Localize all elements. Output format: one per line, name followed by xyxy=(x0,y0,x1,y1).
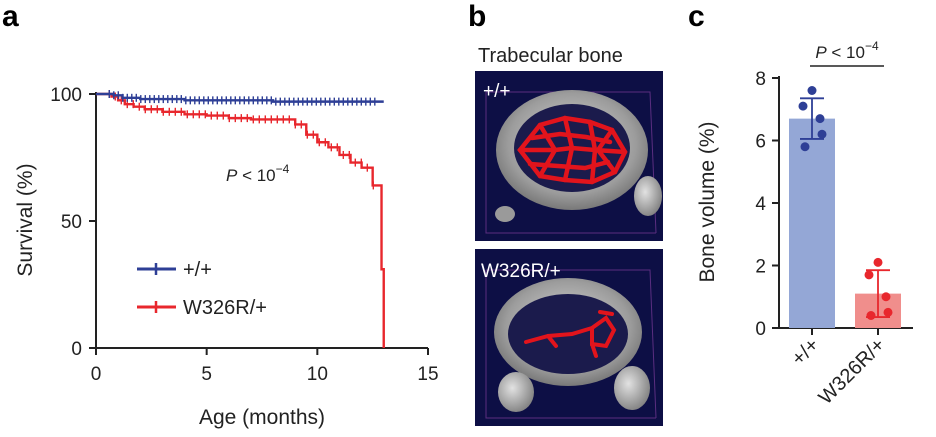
bone-volume-p-value: P < 10−4 xyxy=(815,39,879,62)
y-tick-label: 6 xyxy=(755,132,766,153)
ct-image-mut: W326R/+ xyxy=(475,249,663,426)
legend-item-wt: +/+ xyxy=(137,259,212,281)
fibula-wt xyxy=(634,176,662,216)
data-point xyxy=(866,311,876,320)
survival-x-label: Age (months) xyxy=(199,406,325,429)
data-point xyxy=(807,86,817,95)
y-tick-label: 2 xyxy=(755,257,766,278)
trabeculae-mut xyxy=(524,310,617,358)
y-tick-label: 50 xyxy=(61,212,82,233)
ct-label-wt: +/+ xyxy=(483,81,510,102)
panel-letter-b: b xyxy=(468,0,486,33)
data-point xyxy=(864,270,874,280)
data-point xyxy=(883,307,893,317)
y-tick-label: 0 xyxy=(71,339,82,360)
ct-image-wt: +/+ xyxy=(475,71,663,241)
legend-label-mut: W326R/+ xyxy=(183,297,267,319)
trabecular-title: Trabecular bone xyxy=(478,45,623,67)
category-label-mut: W326R/+ xyxy=(815,334,890,409)
data-point xyxy=(881,292,891,302)
y-tick-label: 100 xyxy=(50,85,82,106)
trabeculae-wt xyxy=(517,115,628,185)
panel-c: c 0 2 4 6 8 Bone volume (%) P < 10−4 +/+ W32… xyxy=(688,0,913,409)
data-point xyxy=(815,114,825,124)
bar-wt xyxy=(789,118,835,328)
panel-b: b Trabecular bone +/+ xyxy=(468,0,663,426)
data-point xyxy=(800,142,810,152)
bone-volume-y-label: Bone volume (%) xyxy=(696,121,719,282)
bone-volume-ticks: 0 2 4 6 8 xyxy=(755,69,779,340)
survival-ticks: 0 5 10 15 0 50 100 xyxy=(50,85,438,385)
y-tick-label: 4 xyxy=(755,194,766,215)
y-tick-label: 0 xyxy=(755,319,766,340)
survival-curves xyxy=(96,90,385,348)
x-tick-label: 5 xyxy=(201,364,212,385)
survival-legend: +/+ W326R/+ xyxy=(137,259,267,319)
x-tick-label: 15 xyxy=(417,364,438,385)
legend-item-mut: W326R/+ xyxy=(137,297,267,319)
ct-label-mut: W326R/+ xyxy=(481,261,561,282)
panel-letter-a: a xyxy=(2,0,19,33)
data-point xyxy=(798,101,808,111)
x-tick-label: 0 xyxy=(91,364,102,385)
survival-p-value: P < 10−4 xyxy=(226,162,290,185)
survival-y-label: Survival (%) xyxy=(14,163,37,276)
bone-volume-bars xyxy=(789,86,901,335)
data-point xyxy=(817,129,827,139)
x-tick-label: 10 xyxy=(307,364,328,385)
y-tick-label: 8 xyxy=(755,69,766,90)
panel-a: a 0 5 10 15 0 50 100 Survival (%) Age (months)… xyxy=(2,0,439,429)
data-point xyxy=(873,257,883,267)
panel-letter-c: c xyxy=(688,0,705,33)
category-label-wt: +/+ xyxy=(788,334,824,370)
fibula-mut xyxy=(614,366,650,410)
legend-label-wt: +/+ xyxy=(183,259,212,281)
